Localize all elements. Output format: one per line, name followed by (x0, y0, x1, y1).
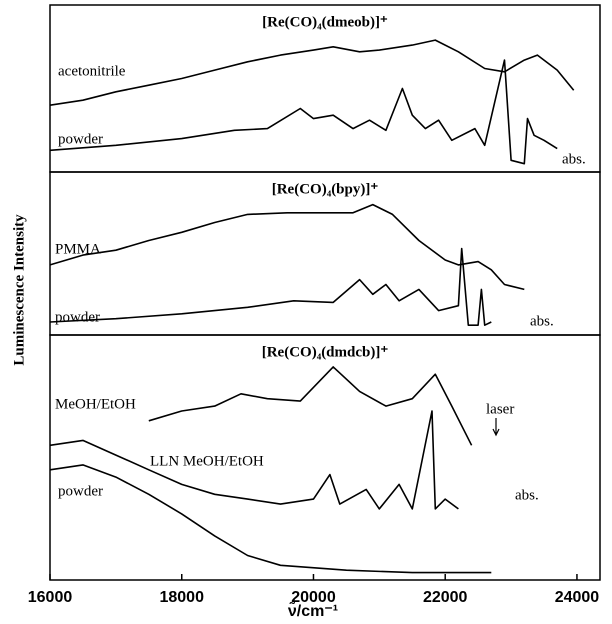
annotation: laser (486, 401, 514, 417)
x-axis-label: ν̃/cm⁻¹ (288, 600, 338, 620)
x-tick-label: 18000 (159, 589, 204, 606)
line-series (49, 39, 575, 106)
x-tick-label: 16000 (28, 589, 73, 606)
annotation: abs. (530, 313, 554, 329)
annotation: abs. (515, 487, 539, 503)
series-label: acetonitrile (58, 63, 126, 79)
line-series (49, 247, 492, 326)
panel-title: [Re(CO)₄(bpy)]⁺ (272, 181, 379, 197)
panel-title: [Re(CO)₄(dmeob)]⁺ (262, 14, 388, 30)
x-tick-label: 22000 (423, 589, 468, 606)
panel-title: [Re(CO)₄(dmdcb)]⁺ (262, 344, 389, 360)
x-tick-label: 24000 (555, 589, 600, 606)
series-label: powder (58, 131, 103, 147)
series-label: MeOH/EtOH (55, 396, 136, 412)
line-series (49, 59, 558, 165)
annotation: abs. (562, 151, 586, 167)
series-label: PMMA (55, 241, 101, 257)
series-label: powder (58, 483, 103, 499)
y-axis-label: Luminescence Intensity (11, 214, 27, 366)
line-series (148, 366, 473, 446)
laser-arrow (492, 418, 500, 437)
series-label: powder (55, 309, 100, 325)
line-series (49, 410, 459, 510)
x-tick-label: 20000 (291, 589, 336, 606)
series-label: LLN MeOH/EtOH (150, 453, 264, 469)
panel-frame (49, 334, 601, 581)
line-series (49, 464, 492, 574)
line-series (49, 203, 525, 291)
